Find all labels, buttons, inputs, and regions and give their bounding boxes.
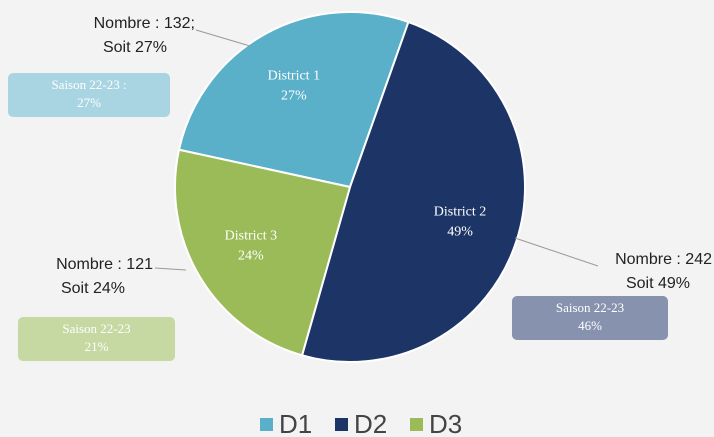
comparison-box: [512, 296, 668, 340]
comparison-text: 46%: [578, 318, 602, 333]
pie-slice: [300, 20, 526, 363]
comparison-text: Saison 22-23: [62, 321, 130, 336]
leader-line: [195, 29, 251, 47]
comparison-box: [8, 73, 170, 117]
legend-label: D2: [354, 409, 387, 437]
legend-swatch: [410, 418, 423, 431]
leader-line: [154, 267, 187, 271]
comparison-text: Saison 22-23 :: [51, 77, 126, 92]
comparison-text: 21%: [85, 339, 109, 354]
slice-value: 49%: [447, 224, 473, 239]
pie-slice: [174, 148, 352, 357]
legend-label: D1: [279, 409, 312, 437]
slice-label: District 1: [268, 68, 321, 83]
legend-swatch: [335, 418, 348, 431]
annotation: Soit 49%: [626, 275, 690, 292]
slice-label: District 3: [225, 229, 278, 244]
legend-label: D3: [429, 409, 462, 437]
slice-value: 27%: [281, 88, 307, 103]
comparison-text: 27%: [77, 95, 101, 110]
pie-slice: [177, 11, 410, 189]
annotation: Nombre : 121: [56, 256, 153, 273]
annotation: Soit 24%: [61, 280, 125, 297]
annotation: Nombre : 132;: [94, 15, 195, 32]
legend-swatch: [260, 418, 273, 431]
leader-line: [514, 237, 599, 267]
annotation: Soit 27%: [103, 39, 167, 56]
comparison-box: [18, 317, 175, 361]
slice-label: District 2: [434, 204, 487, 219]
annotation: Nombre : 242: [615, 251, 712, 268]
comparison-text: Saison 22-23: [556, 300, 624, 315]
slice-value: 24%: [238, 249, 264, 264]
